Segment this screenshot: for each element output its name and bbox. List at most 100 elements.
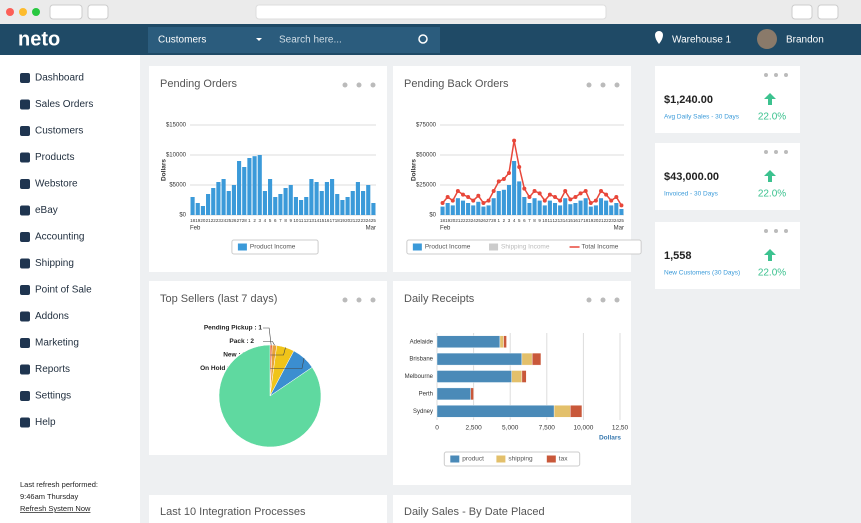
card-icon[interactable] [586,82,592,88]
x-group-label: Mar [614,226,624,232]
x-tick-label: 27 [237,218,243,223]
card-icon[interactable] [774,150,778,154]
card-icon[interactable] [342,82,348,88]
card-icon[interactable] [784,229,788,233]
menu-item[interactable]: Addons [35,311,69,322]
card-icon[interactable] [764,229,768,233]
card-icon[interactable] [614,297,620,303]
x-tick-label: 9 [538,218,541,223]
bar [506,185,512,215]
x-tick-label: 13 [309,218,315,223]
point [578,191,583,196]
menu-item[interactable]: Accounting [35,232,84,243]
x-tick-label: 15 [319,218,325,223]
x-tick-label: 13 [558,218,564,223]
x-tick-label: 22 [355,218,361,223]
menu-icon [20,311,30,322]
close-button[interactable] [6,8,14,16]
point [547,192,552,197]
search-input[interactable]: Search here... [279,35,342,46]
menu-item[interactable]: Dashboard [35,73,84,84]
point [466,195,471,199]
card-icon[interactable] [370,297,376,303]
bar [609,205,614,215]
bar [440,206,445,215]
bar [598,198,604,215]
nav-buttons[interactable] [49,4,83,20]
card-icon[interactable] [784,73,788,77]
menu-item[interactable]: Reports [35,364,70,375]
card-icon[interactable] [774,229,778,233]
x-tick-label: 7 [528,218,531,223]
card-icon[interactable] [600,82,606,88]
point [604,192,609,197]
stat-change: 22.0% [758,189,786,200]
bar [366,185,371,215]
minimize-button[interactable] [19,8,27,16]
card-icon[interactable] [764,73,768,77]
card-icon[interactable] [370,82,376,88]
card-icon[interactable] [342,297,348,303]
menu-item[interactable]: Point of Sale [35,285,92,296]
card-icon[interactable] [784,150,788,154]
card-title: Daily Sales - By Date Placed [404,506,545,518]
module-select[interactable]: Customers [158,35,206,46]
stat-change: 22.0% [758,112,786,123]
tabs-button[interactable] [817,4,839,20]
card-icon[interactable] [764,150,768,154]
charts: Pending Orders $0 $5000 $10000 $15000 Dollars… [160,78,642,467]
user-menu[interactable]: Brandon [786,35,824,46]
point [522,186,527,191]
menu-item[interactable]: Marketing [35,338,79,349]
card-icon[interactable] [774,73,778,77]
menu-item[interactable]: Settings [35,391,71,402]
stat-value: 1,558 [664,250,692,262]
x-tick-label: 12 [552,218,558,223]
avatar[interactable] [757,29,777,49]
menu-item[interactable]: Customers [35,126,83,137]
menu-item[interactable]: eBay [35,205,58,216]
refresh-link[interactable]: Refresh System Now [20,504,91,513]
bar [355,182,360,215]
bar [206,194,211,215]
legend-label[interactable]: Product Income [250,244,296,251]
x-tick-label: 23 [466,218,472,223]
card-icon[interactable] [586,297,592,303]
legend-label[interactable]: shipping [508,456,533,463]
share-button[interactable] [791,4,813,20]
menu-item[interactable]: Webstore [35,179,78,190]
legend-label[interactable]: Total Income [582,244,619,251]
bar-segment [436,370,512,383]
up-arrow [764,170,776,182]
point [461,192,465,197]
legend-label[interactable]: Shipping Income [501,244,550,251]
menu-item[interactable]: Products [35,152,74,163]
legend-label[interactable]: Product Income [425,244,471,251]
stat-card [655,66,800,133]
bar [293,197,298,215]
legend-label[interactable]: product [462,456,484,463]
menu-item[interactable]: Help [35,417,56,428]
warehouse-select[interactable]: Warehouse 1 [672,35,732,46]
x-tick-label: 9 [289,218,292,223]
menu-item[interactable]: Sales Orders [35,99,93,110]
point [599,189,603,193]
card-icon[interactable] [356,82,362,88]
x-tick-label: 23 [216,218,222,223]
search-icon[interactable] [418,34,428,44]
zoom-button[interactable] [32,8,40,16]
caret [256,38,262,41]
card-icon[interactable] [614,82,620,88]
search-box[interactable] [148,27,440,53]
card-icon[interactable] [356,297,362,303]
x-tick-label: 5 [269,218,272,223]
address-bar[interactable] [255,4,607,20]
point [445,195,450,199]
legend-swatch [489,243,499,251]
menu-item[interactable]: Shipping [35,258,74,269]
logo[interactable]: neto [18,28,60,50]
card-icon[interactable] [600,297,606,303]
bar [195,203,200,215]
sidebar-button[interactable] [87,4,109,20]
legend-label[interactable]: tax [559,456,568,463]
